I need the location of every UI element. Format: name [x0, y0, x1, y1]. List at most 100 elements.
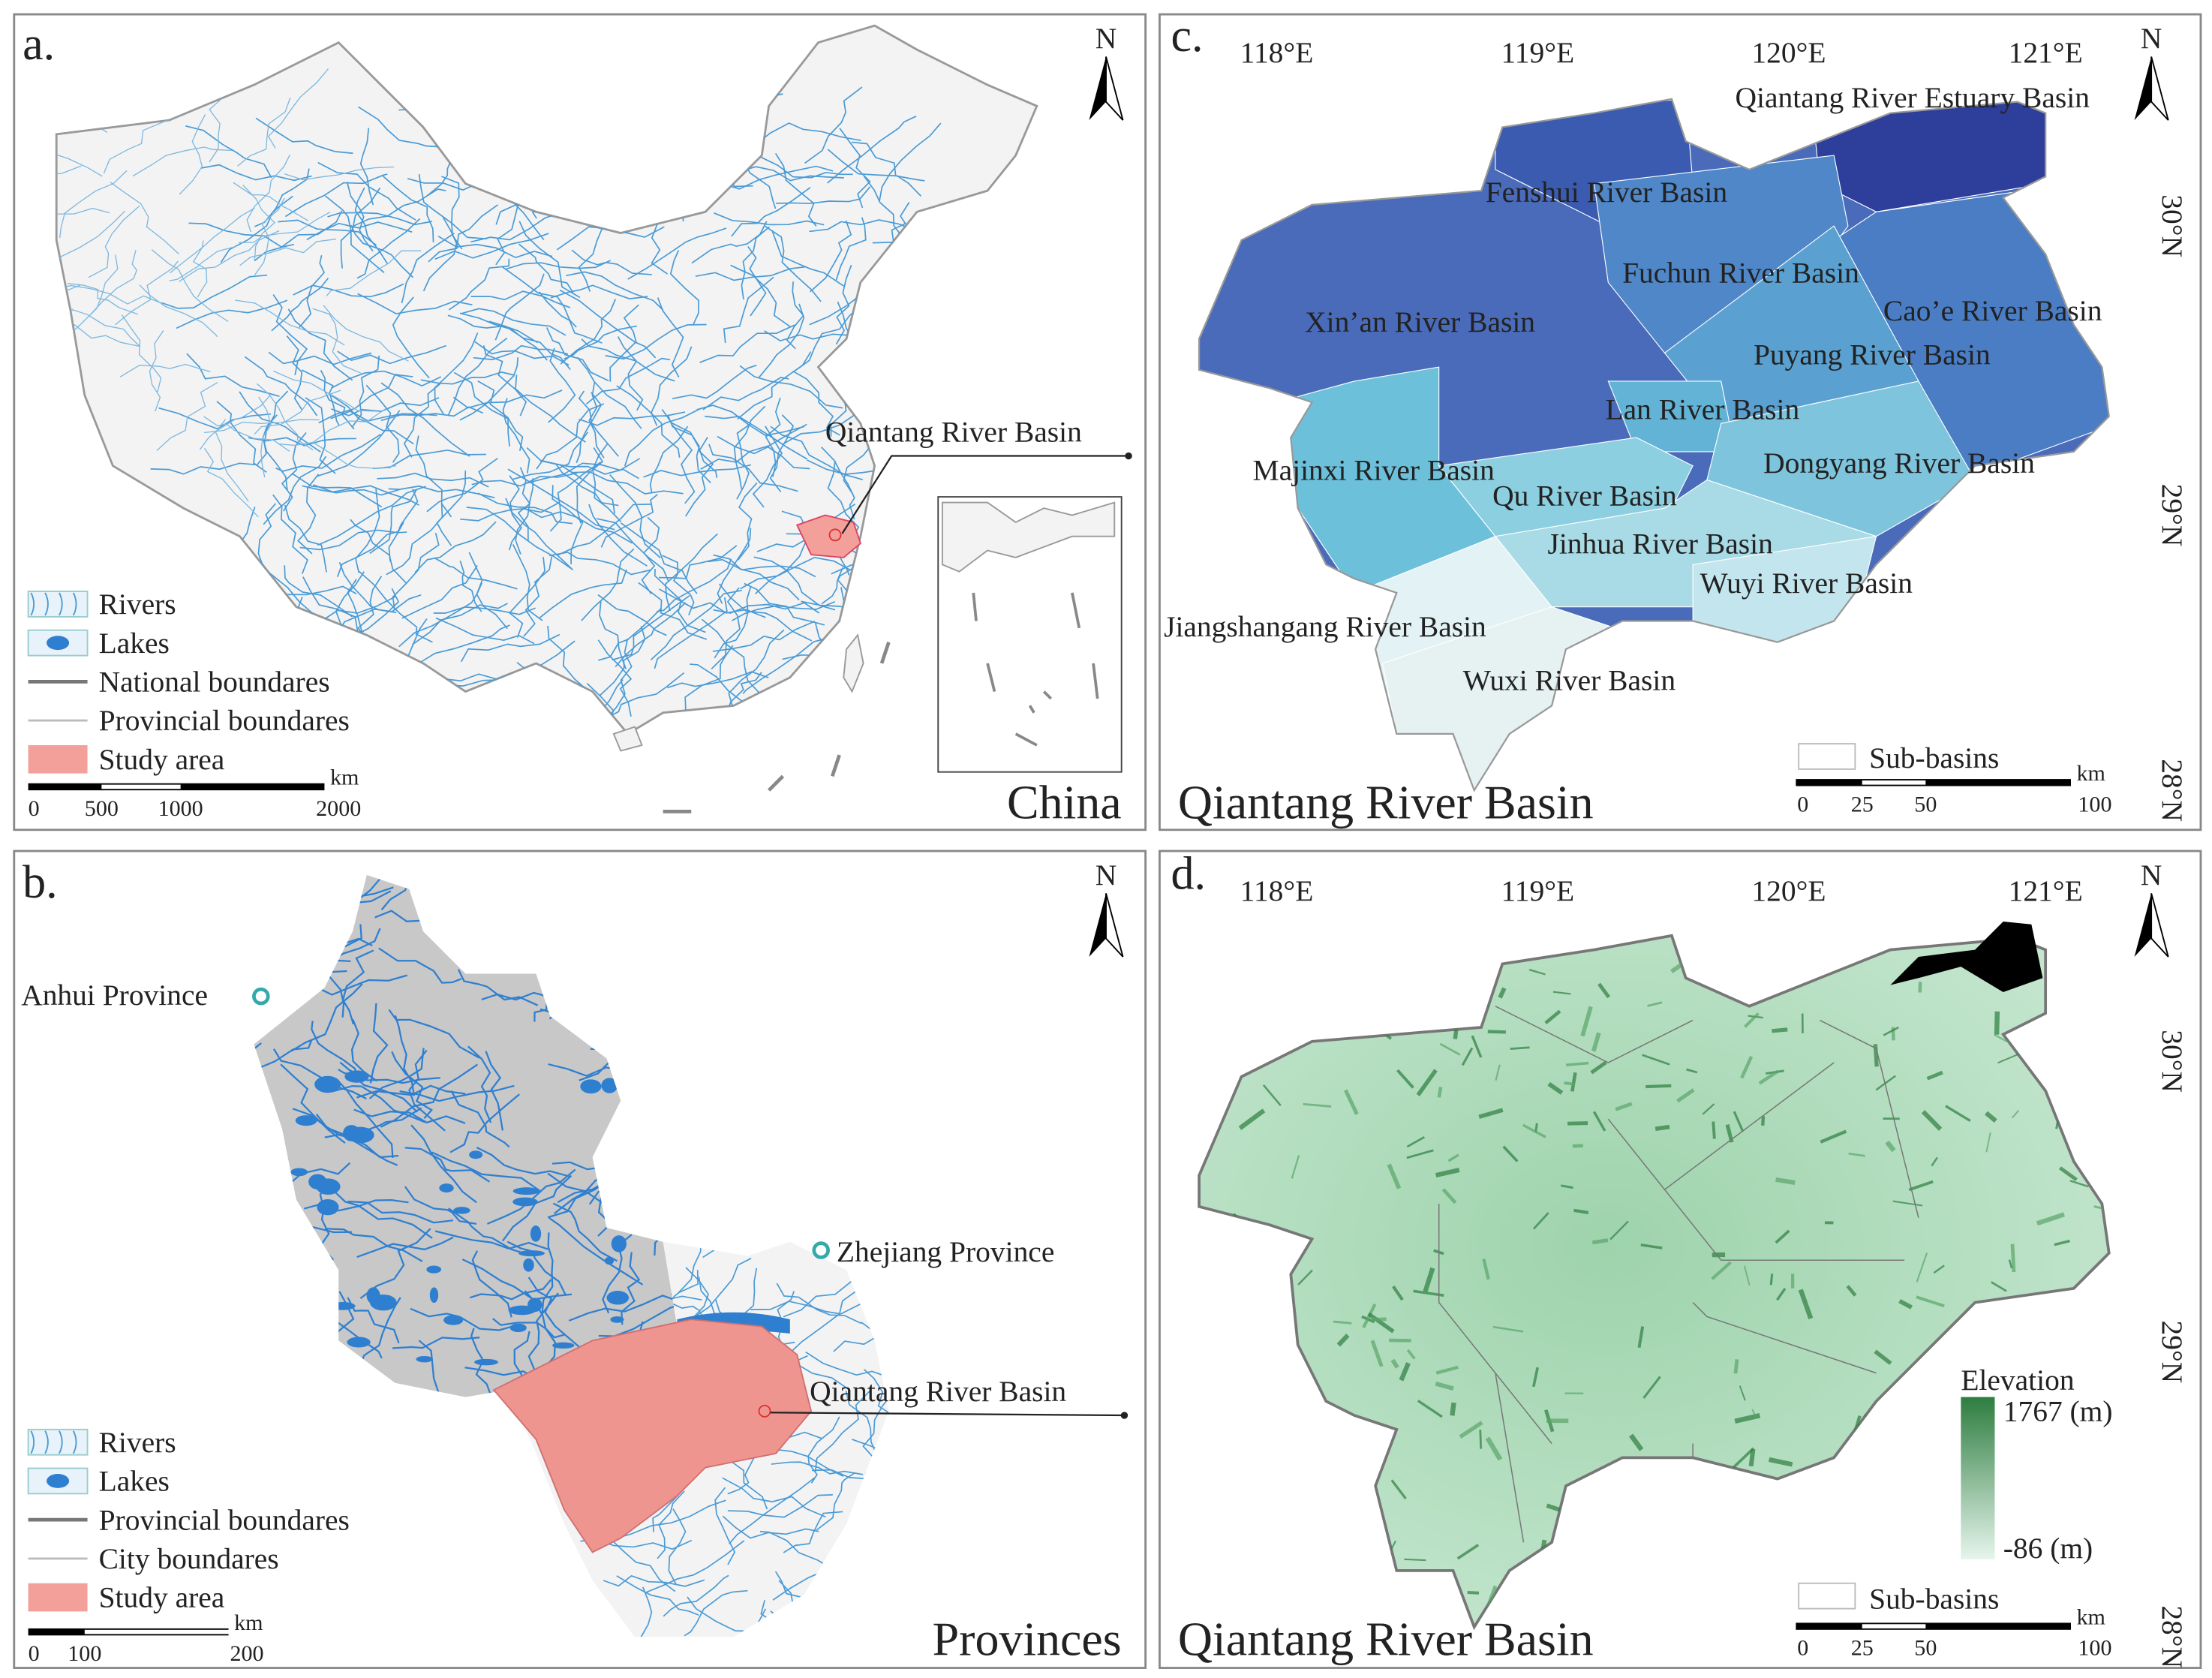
- river: [386, 503, 443, 576]
- river: [814, 1391, 870, 1472]
- river: [612, 1534, 676, 1592]
- sub-basin-label: Wuxi River Basin: [1463, 664, 1676, 697]
- river: [765, 397, 781, 477]
- lake: [316, 1178, 341, 1195]
- river: [448, 258, 510, 311]
- lake: [523, 1258, 534, 1272]
- ridge: [1502, 1145, 1519, 1162]
- river: [736, 423, 750, 500]
- ridge: [2011, 1109, 2020, 1119]
- river: [418, 1340, 449, 1397]
- river: [750, 1301, 861, 1315]
- river: [248, 437, 356, 447]
- river: [776, 1283, 862, 1325]
- river: [624, 407, 702, 467]
- ridge: [1997, 1053, 2019, 1064]
- ridge: [1654, 1124, 1670, 1131]
- legend-label: National boundares: [99, 666, 330, 699]
- river: [203, 416, 290, 452]
- river: [631, 1586, 653, 1637]
- river: [596, 518, 669, 582]
- river: [380, 382, 470, 457]
- ridge: [1712, 1121, 1716, 1139]
- river: [246, 154, 290, 233]
- river: [620, 522, 698, 594]
- ridge: [1733, 1111, 1745, 1132]
- river: [244, 356, 318, 416]
- ridge: [1573, 1208, 1589, 1214]
- river: [255, 117, 353, 155]
- river: [284, 173, 388, 218]
- river: [235, 299, 345, 346]
- river: [566, 271, 664, 311]
- ridge: [1435, 1168, 1460, 1178]
- river: [161, 274, 268, 309]
- ridge: [1479, 1430, 1483, 1449]
- river: [609, 304, 639, 382]
- lake: [580, 1079, 602, 1094]
- river: [700, 423, 807, 470]
- river: [678, 1241, 725, 1294]
- river: [262, 414, 288, 491]
- river: [200, 164, 312, 182]
- ridge: [1565, 1061, 1589, 1066]
- river: [317, 161, 416, 221]
- river: [242, 185, 276, 260]
- sub-basin-label: Wuyi River Basin: [1700, 567, 1913, 600]
- lake: [347, 1337, 371, 1348]
- ridge: [1482, 1258, 1490, 1280]
- river: [659, 588, 766, 618]
- sub-basin-label: Lan River Basin: [1606, 393, 1800, 426]
- sub-basin-label: Qiantang River Estuary Basin: [1736, 81, 2090, 114]
- river: [747, 246, 767, 317]
- ridge: [1390, 1358, 1399, 1369]
- latitude-label: 28°N: [2156, 1605, 2189, 1668]
- river: [325, 1228, 423, 1262]
- sub-basin-label: Xin’an River Basin: [1305, 305, 1535, 338]
- river: [615, 602, 687, 668]
- ridge: [1580, 1006, 1593, 1037]
- river: [337, 344, 446, 365]
- ridge: [1918, 982, 1922, 993]
- river: [103, 115, 181, 174]
- ridge: [1441, 1188, 1457, 1204]
- river: [358, 106, 440, 148]
- river: [506, 1240, 567, 1296]
- river: [657, 297, 684, 378]
- river: [110, 182, 179, 254]
- river: [757, 122, 861, 143]
- river: [392, 296, 430, 379]
- lake: [530, 1225, 542, 1242]
- river: [338, 1069, 418, 1113]
- lake: [604, 1256, 615, 1265]
- ridge: [1291, 1155, 1300, 1179]
- legend-swatch: [27, 1467, 89, 1495]
- ridge: [1743, 1265, 1751, 1286]
- river: [317, 486, 426, 546]
- river: [695, 266, 806, 281]
- river: [512, 544, 543, 621]
- longitude-label: 121°E: [2009, 874, 2083, 907]
- ridge: [1775, 1229, 1790, 1244]
- river: [735, 166, 844, 182]
- lake: [512, 1197, 538, 1207]
- sub-basin-label: Fuchun River Basin: [1622, 256, 1859, 289]
- river: [740, 557, 850, 590]
- river: [552, 1202, 618, 1262]
- river: [879, 122, 942, 201]
- river: [550, 284, 648, 299]
- river: [411, 603, 508, 645]
- scale-label: 50: [1914, 1635, 1937, 1661]
- river: [115, 260, 179, 326]
- sub-basin-polygons: [1199, 98, 2109, 791]
- ridge: [1572, 1144, 1583, 1148]
- river: [436, 471, 467, 546]
- river: [827, 460, 860, 542]
- legend-swatch: [44, 1430, 49, 1454]
- scale-bar: 0 25 50 100 km: [1796, 1604, 2112, 1661]
- river: [604, 672, 685, 720]
- legend: Rivers Lakes National boundares Provincial …: [27, 588, 350, 776]
- river: [809, 219, 918, 233]
- river: [508, 557, 545, 638]
